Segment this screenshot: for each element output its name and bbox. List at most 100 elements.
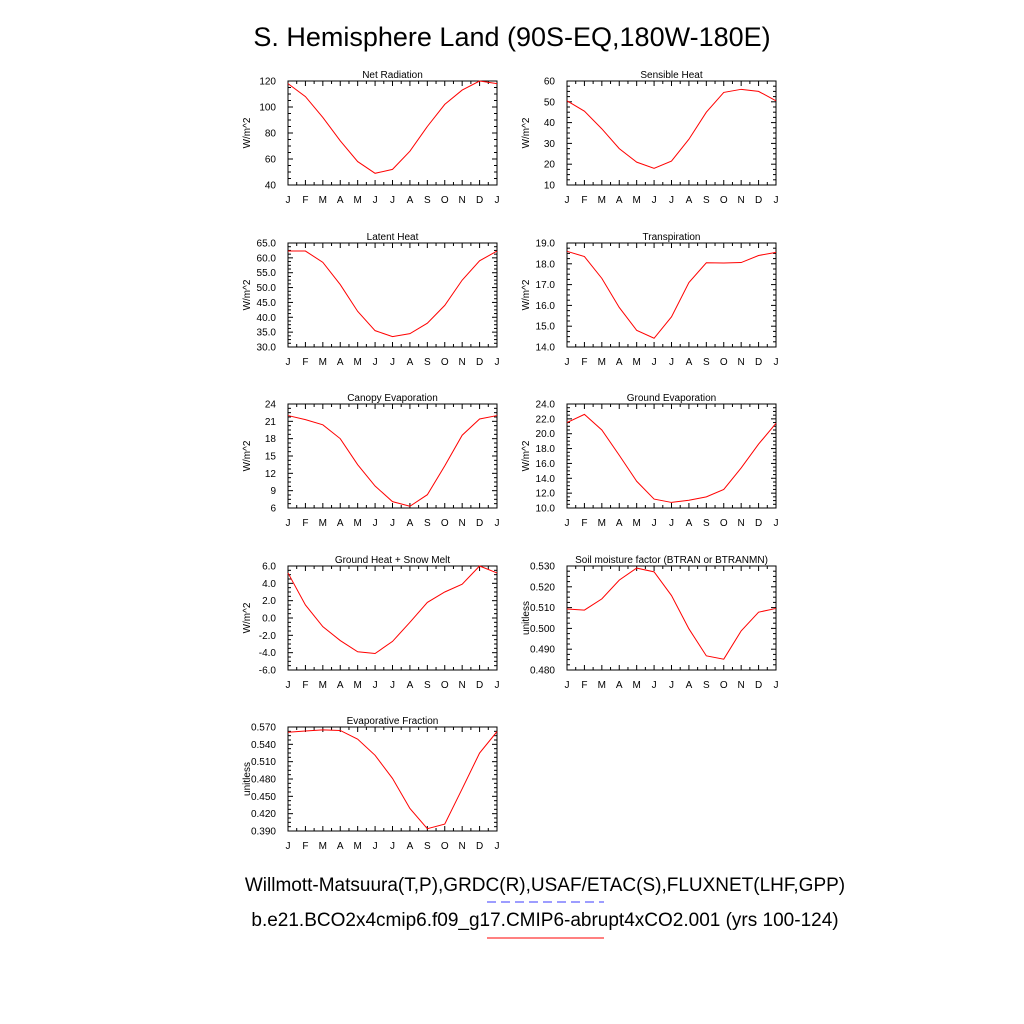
x-tick-label: J bbox=[286, 518, 291, 529]
y-tick-label: 21 bbox=[265, 417, 277, 428]
y-tick-label: 0.490 bbox=[530, 645, 555, 656]
y-tick-label: 16.0 bbox=[536, 459, 556, 470]
panel-title: Sensible Heat bbox=[640, 70, 702, 81]
x-tick-label: D bbox=[476, 680, 483, 691]
x-tick-label: J bbox=[286, 841, 291, 852]
y-tick-label: 0.450 bbox=[251, 792, 276, 803]
x-tick-label: O bbox=[720, 357, 728, 368]
series-line-1 bbox=[566, 413, 777, 503]
x-tick-label: D bbox=[755, 680, 762, 691]
x-tick-label: N bbox=[459, 680, 466, 691]
x-tick-label: N bbox=[738, 195, 745, 206]
series-line-1 bbox=[566, 88, 777, 169]
x-tick-label: N bbox=[459, 518, 466, 529]
x-tick-label: N bbox=[738, 357, 745, 368]
y-axis-label: W/m^2 bbox=[242, 279, 253, 310]
x-tick-label: F bbox=[302, 841, 308, 852]
y-tick-label: 30.0 bbox=[257, 343, 277, 354]
legend: Willmott-Matsuura(T,P),GRDC(R),USAF/ETAC… bbox=[245, 875, 845, 939]
x-tick-label: A bbox=[686, 357, 693, 368]
y-axis-label: unitless bbox=[242, 762, 253, 796]
x-tick-label: M bbox=[632, 518, 640, 529]
y-tick-label: 120 bbox=[259, 77, 276, 88]
x-tick-label: A bbox=[616, 518, 623, 529]
x-tick-label: A bbox=[686, 680, 693, 691]
x-tick-label: D bbox=[755, 357, 762, 368]
x-tick-label: F bbox=[581, 195, 587, 206]
x-tick-label: A bbox=[337, 841, 344, 852]
y-tick-label: 12.0 bbox=[536, 489, 556, 500]
x-tick-label: D bbox=[476, 357, 483, 368]
x-tick-label: D bbox=[476, 518, 483, 529]
series-line-1 bbox=[288, 250, 498, 338]
x-tick-label: O bbox=[720, 680, 728, 691]
x-tick-label: J bbox=[373, 357, 378, 368]
x-tick-label: J bbox=[286, 195, 291, 206]
x-tick-label: S bbox=[703, 357, 710, 368]
x-tick-label: O bbox=[441, 518, 449, 529]
x-tick-label: J bbox=[390, 518, 395, 529]
x-tick-label: N bbox=[738, 680, 745, 691]
y-axis-label: W/m^2 bbox=[521, 279, 532, 310]
y-tick-label: 14.0 bbox=[536, 343, 556, 354]
x-tick-label: D bbox=[755, 195, 762, 206]
y-tick-label: 10 bbox=[544, 181, 556, 192]
y-tick-label: 19.0 bbox=[536, 239, 556, 250]
panel-title: Canopy Evaporation bbox=[347, 393, 438, 404]
y-tick-label: 17.0 bbox=[536, 280, 556, 291]
panel-title: Latent Heat bbox=[367, 232, 419, 243]
x-tick-label: O bbox=[720, 195, 728, 206]
x-tick-label: J bbox=[565, 357, 570, 368]
y-tick-label: 18 bbox=[265, 434, 277, 445]
x-tick-label: A bbox=[686, 518, 693, 529]
y-tick-label: 12 bbox=[265, 469, 277, 480]
x-tick-label: M bbox=[353, 357, 361, 368]
y-tick-label: 50.0 bbox=[257, 283, 277, 294]
x-tick-label: D bbox=[476, 195, 483, 206]
figure-title: S. Hemisphere Land (90S-EQ,180W-180E) bbox=[253, 22, 770, 52]
x-tick-label: F bbox=[302, 357, 308, 368]
y-tick-label: 20 bbox=[544, 160, 556, 171]
x-tick-label: M bbox=[598, 195, 606, 206]
x-tick-label: N bbox=[459, 357, 466, 368]
x-tick-label: A bbox=[337, 680, 344, 691]
y-tick-label: 22.0 bbox=[536, 414, 556, 425]
y-tick-label: 0.570 bbox=[251, 723, 276, 734]
x-tick-label: J bbox=[652, 518, 657, 529]
x-tick-label: M bbox=[319, 841, 327, 852]
x-tick-label: O bbox=[441, 841, 449, 852]
x-tick-label: F bbox=[581, 518, 587, 529]
x-tick-label: M bbox=[353, 841, 361, 852]
x-tick-label: J bbox=[495, 357, 500, 368]
y-tick-label: 0.540 bbox=[251, 740, 276, 751]
y-tick-label: 15.0 bbox=[536, 322, 556, 333]
x-tick-label: S bbox=[424, 357, 431, 368]
series-line-1 bbox=[566, 250, 777, 339]
y-tick-label: 0.420 bbox=[251, 809, 276, 820]
x-tick-label: J bbox=[652, 680, 657, 691]
x-tick-label: M bbox=[353, 195, 361, 206]
x-tick-label: M bbox=[319, 357, 327, 368]
y-tick-label: 0.520 bbox=[530, 582, 555, 593]
y-axis-label: W/m^2 bbox=[242, 602, 253, 633]
y-tick-label: 65.0 bbox=[257, 239, 277, 250]
x-tick-label: O bbox=[720, 518, 728, 529]
plot-frame bbox=[566, 565, 777, 671]
x-tick-label: O bbox=[441, 680, 449, 691]
y-tick-label: 10.0 bbox=[536, 504, 556, 515]
x-tick-label: J bbox=[373, 841, 378, 852]
x-tick-label: J bbox=[669, 357, 674, 368]
x-tick-label: S bbox=[424, 841, 431, 852]
x-tick-label: J bbox=[495, 518, 500, 529]
panel-8: Soil moisture factor (BTRAN or BTRANMN) u… bbox=[521, 555, 779, 691]
y-tick-label: 4.0 bbox=[262, 579, 276, 590]
series-line-1 bbox=[287, 415, 498, 507]
y-tick-label: 20.0 bbox=[536, 429, 556, 440]
x-tick-label: A bbox=[407, 357, 414, 368]
